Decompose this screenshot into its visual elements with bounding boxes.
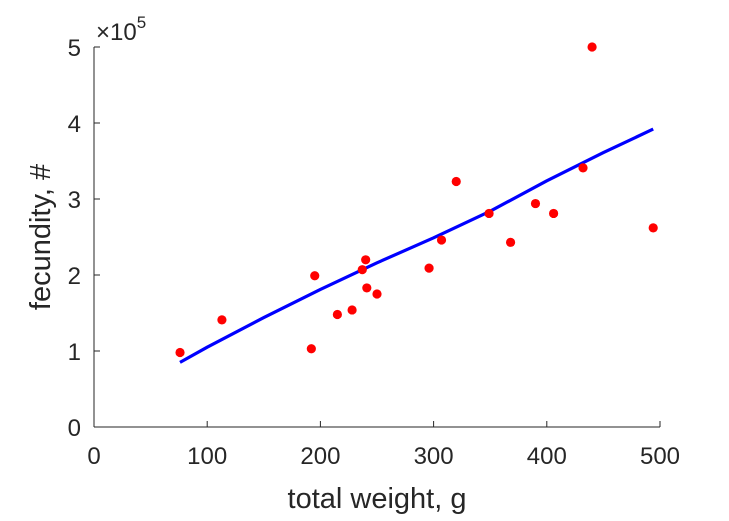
- y-axis-label: fecundity, #: [25, 164, 57, 310]
- data-point: [306, 344, 316, 354]
- data-point: [217, 315, 227, 325]
- y-axis-exponent: ×105: [96, 13, 146, 46]
- data-point: [587, 42, 597, 52]
- data-point: [648, 223, 658, 233]
- data-point: [484, 208, 494, 219]
- data-point: [362, 283, 372, 293]
- x-tick-label: 400: [527, 443, 567, 470]
- data-point: [357, 265, 367, 275]
- x-ticks: 0 100 200 300 400 500: [87, 421, 680, 470]
- y-axis-multiplier: ×10: [96, 19, 137, 46]
- data-point: [310, 271, 320, 281]
- data-point: [530, 198, 541, 209]
- y-tick-label: 0: [68, 415, 81, 442]
- data-point: [578, 163, 588, 173]
- x-axis-label: total weight, g: [288, 483, 467, 515]
- data-point: [451, 176, 461, 187]
- x-tick-label: 500: [640, 443, 680, 470]
- y-tick-label: 4: [68, 111, 81, 138]
- y-ticks: 0 1 2 3 4 5: [68, 35, 100, 442]
- data-point: [424, 263, 434, 273]
- y-tick-label: 5: [68, 35, 81, 62]
- y-tick-label: 3: [68, 187, 81, 214]
- axes: 0 100 200 300 400 500 0 1 2 3 4 5: [68, 35, 680, 470]
- data-point: [505, 237, 516, 247]
- data-point: [372, 289, 382, 299]
- x-tick-label: 100: [187, 443, 227, 470]
- fit-curve-line: [179, 127, 654, 364]
- x-tick-label: 0: [87, 443, 100, 470]
- data-point: [332, 309, 342, 320]
- y-axis-exponent-value: 5: [137, 13, 146, 32]
- y-tick-label: 2: [68, 263, 81, 290]
- data-point: [347, 305, 357, 315]
- plot-area: [175, 42, 658, 364]
- data-point: [361, 255, 371, 265]
- x-tick-label: 300: [414, 443, 454, 470]
- data-point: [175, 347, 185, 358]
- data-point: [436, 235, 447, 245]
- x-tick-label: 200: [300, 443, 340, 470]
- y-tick-label: 1: [68, 339, 81, 366]
- data-point: [548, 208, 559, 219]
